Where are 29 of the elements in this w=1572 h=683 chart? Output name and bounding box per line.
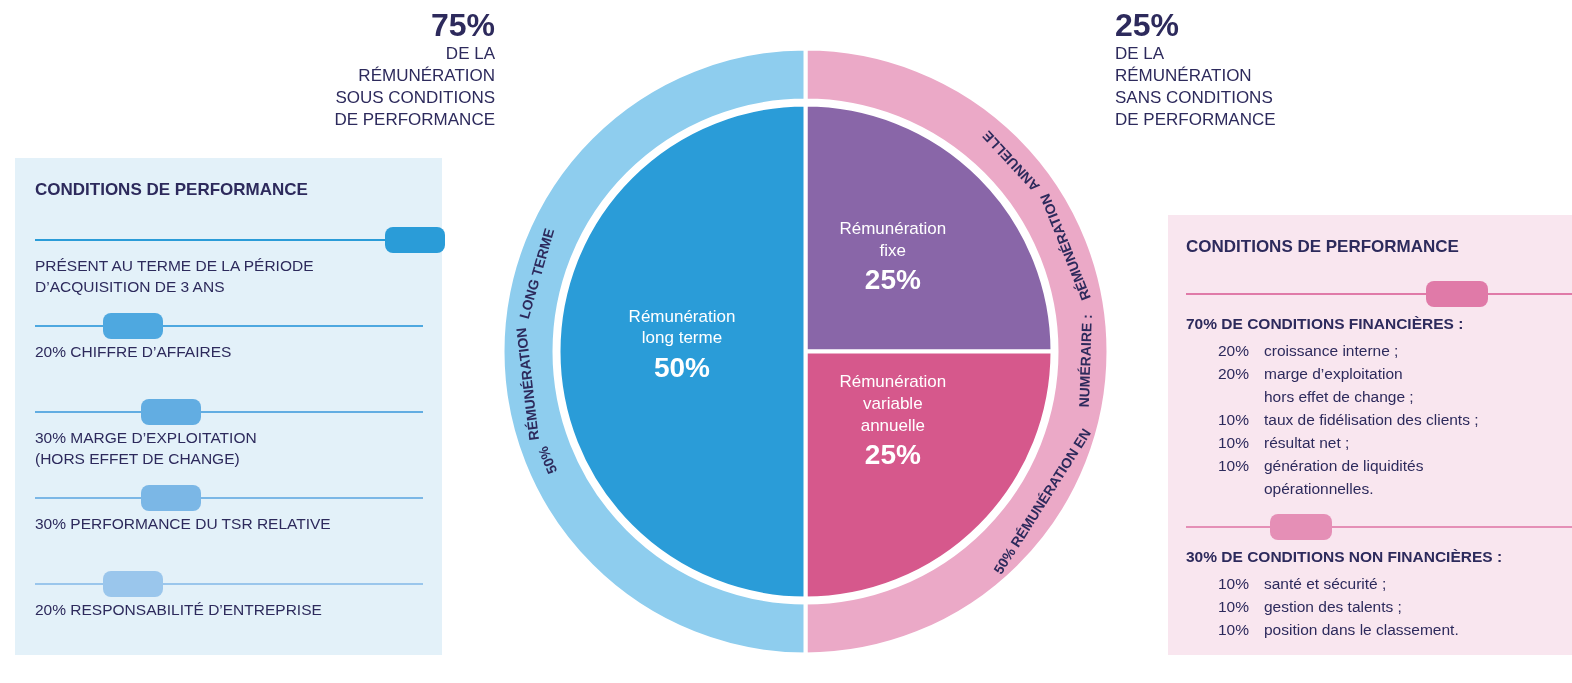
text: 20% marge d’exploitation hors effet de change ;: [1218, 364, 1414, 407]
text: 50%: [653, 351, 711, 383]
text: 30% PERFORMANCE DU TSR RELATIVE: [35, 514, 331, 534]
text: 20% croissance interne ;: [1218, 341, 1399, 361]
category-label: RÉMUNÉRATION LONG TERME: [512, 226, 558, 442]
text: PRÉSENT AU TERME DE LA PÉRIODE D’ACQUISITION DE 3 ANS: [35, 256, 314, 297]
data-label: 50%: [534, 443, 561, 477]
text: DE LA RÉMUNÉRATION SANS CONDITIONS DE PERFORMANCE: [1115, 43, 1276, 131]
text: 10% santé et sécurité ;: [1218, 574, 1387, 594]
slice-label: Rémunération variable annuelle: [839, 372, 947, 435]
data-label: 25%: [864, 264, 921, 296]
slice-label: Rémunération fixe: [839, 219, 947, 261]
text: 70% DE CONDITIONS FINANCIÈRES :: [1186, 314, 1465, 334]
text: 10% résultat net ;: [1218, 433, 1350, 453]
text: 10% position dans le classement.: [1218, 620, 1459, 640]
text: 75%: [429, 7, 495, 43]
text: DE LA RÉMUNÉRATION SOUS CONDITIONS DE PERFORMANCE: [334, 43, 495, 131]
text: 10% taux de fidélisation des clients ;: [1218, 410, 1479, 430]
data-label: 25%: [864, 438, 921, 470]
text: 30% MARGE D’EXPLOITATION (HORS EFFET DE CHANGE): [35, 428, 257, 469]
text: 25%: [1115, 7, 1181, 43]
text: 20% CHIFFRE D’AFFAIRES: [35, 342, 232, 362]
text: CONDITIONS DE PERFORMANCE: [35, 180, 309, 201]
text: 10% génération de liquidités opérationnelles.: [1218, 456, 1424, 499]
text: CONDITIONS DE PERFORMANCE: [1186, 237, 1460, 258]
slice-label: Rémunération long terme: [628, 306, 736, 348]
text: 30% DE CONDITIONS NON FINANCIÈRES :: [1186, 547, 1504, 567]
text: 10% gestion des talents ;: [1218, 597, 1402, 617]
text: 20% RESPONSABILITÉ D’ENTREPRISE: [35, 600, 322, 620]
